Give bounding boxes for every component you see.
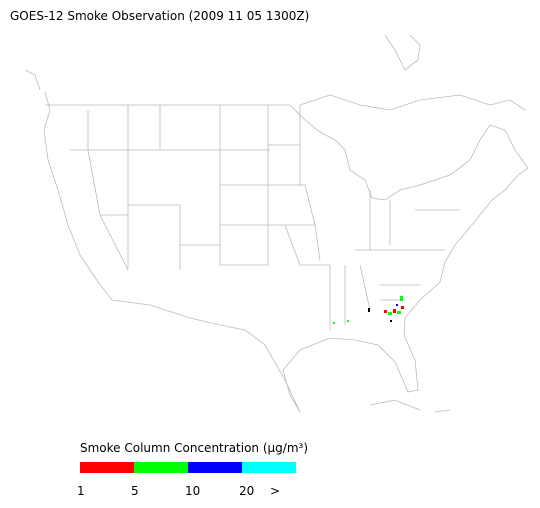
smoke-pixels (333, 296, 404, 324)
legend-label: 1 (77, 484, 85, 498)
smoke-pixel (390, 320, 392, 322)
canada-outline (24, 34, 526, 111)
legend-label: > (270, 484, 280, 498)
legend-label: 5 (131, 484, 139, 498)
smoke-pixel (396, 304, 398, 306)
smoke-pixel (388, 312, 392, 315)
legend-label: 10 (185, 484, 200, 498)
smoke-pixel (400, 296, 403, 301)
smoke-pixel (393, 309, 396, 313)
smoke-pixel (397, 311, 401, 314)
smoke-pixel (368, 308, 370, 312)
legend-swatch (188, 462, 242, 473)
country-outline (43, 91, 529, 413)
smoke-pixel (347, 320, 349, 322)
legend-label: 20 (239, 484, 254, 498)
smoke-pixel (333, 322, 335, 324)
smoke-pixel (384, 310, 387, 313)
islands (369, 399, 451, 413)
legend: 1 5 10 20 > (77, 462, 296, 498)
legend-swatch (242, 462, 296, 473)
legend-swatch (80, 462, 134, 473)
base-map (24, 34, 529, 413)
smoke-pixel (401, 306, 404, 309)
legend-title: Smoke Column Concentration (μg/m³) (80, 441, 308, 455)
legend-swatch (134, 462, 188, 473)
state-lines (70, 105, 460, 330)
map-title: GOES-12 Smoke Observation (2009 11 05 13… (10, 9, 309, 23)
